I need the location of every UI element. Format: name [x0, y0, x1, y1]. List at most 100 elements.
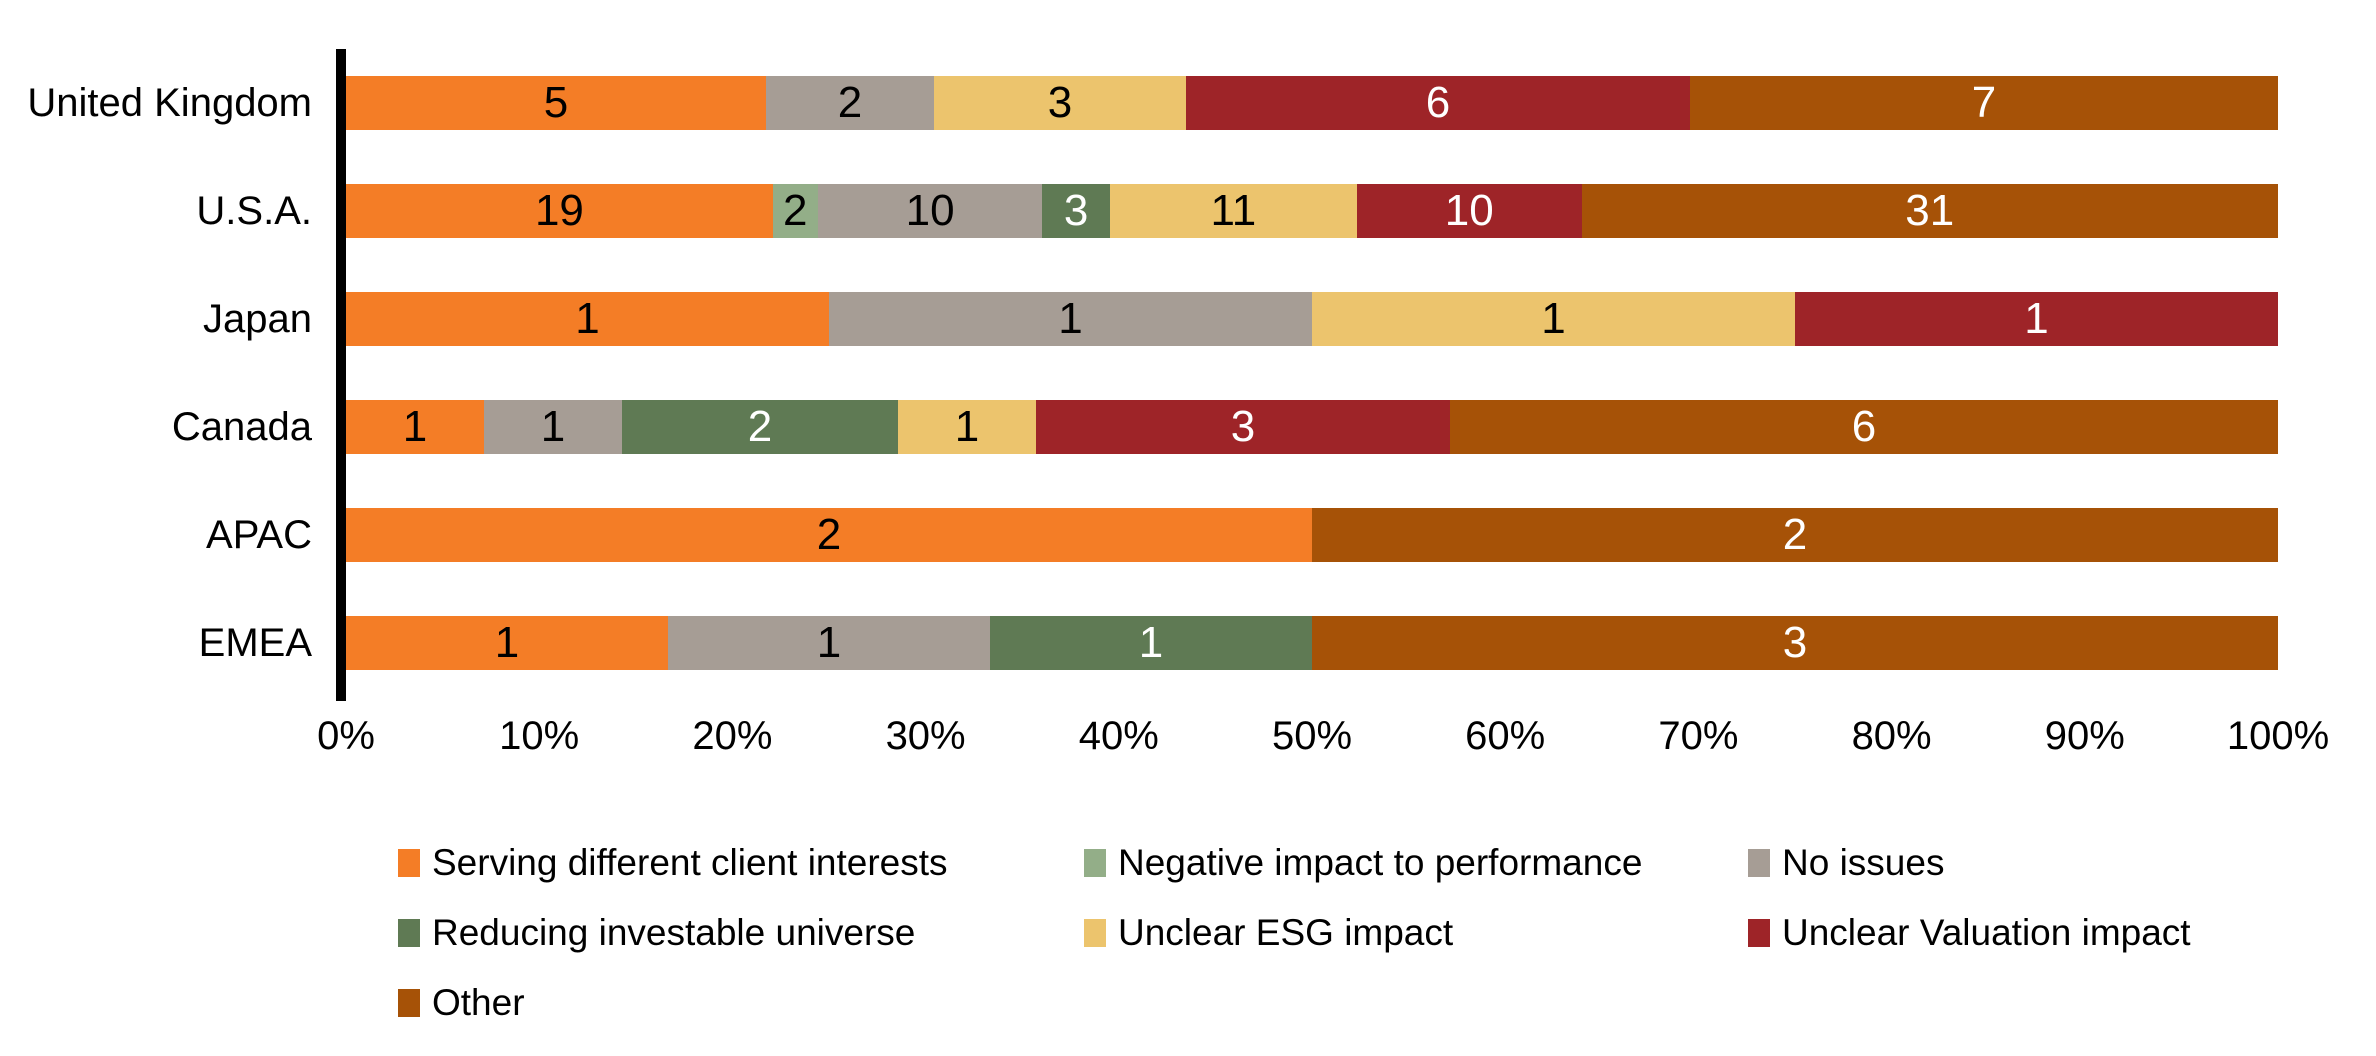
- segment-value-label: 19: [534, 186, 584, 235]
- category-label: APAC: [206, 513, 312, 557]
- category-label: United Kingdom: [27, 81, 312, 125]
- segment-value-label: 1: [954, 402, 980, 451]
- bar-segment: 1: [898, 400, 1036, 454]
- x-tick-label: 80%: [1851, 714, 1932, 758]
- bar-row: 1 1 1 1: [346, 292, 2278, 346]
- segment-value-label: 3: [1047, 78, 1073, 127]
- x-tick-label: 40%: [1078, 714, 1159, 758]
- legend-swatch-icon: [1084, 849, 1106, 877]
- bar-segment: 2: [622, 400, 898, 454]
- segment-value-label: 31: [1905, 186, 1955, 235]
- segment-value-label: 11: [1210, 186, 1257, 235]
- bar-segment: 2: [772, 184, 818, 238]
- legend-item: Unclear Valuation impact: [1748, 912, 2191, 954]
- bar-segment: 1: [829, 292, 1312, 346]
- legend-item: Other: [398, 982, 1084, 1024]
- x-tick-label: 10%: [499, 714, 580, 758]
- segment-value-label: 1: [540, 402, 566, 451]
- segment-value-label: 1: [2024, 294, 2049, 343]
- plot-area: 5 2 3 6 7 19 2 10 3 11 10 31 1 1 1 1 1 1 2 1 3 6 2 2 1 1 1 3: [346, 76, 2278, 701]
- category-label: Japan: [203, 297, 312, 341]
- segment-value-label: 6: [1851, 402, 1877, 451]
- bar-segment: 6: [1186, 76, 1690, 130]
- segment-value-label: 10: [1444, 186, 1494, 235]
- segment-value-label: 1: [816, 618, 842, 667]
- bar-segment: 11: [1109, 184, 1357, 238]
- bar-segment: 1: [346, 616, 668, 670]
- y-axis-line: [336, 49, 346, 701]
- legend-item: Reducing investable universe: [398, 912, 1084, 954]
- bar-row: 5 2 3 6 7: [346, 76, 2278, 130]
- segment-value-label: 1: [1058, 294, 1083, 343]
- x-tick-label: 60%: [1465, 714, 1546, 758]
- segment-value-label: 1: [575, 294, 600, 343]
- x-tick-label: 50%: [1271, 714, 1353, 758]
- bar-segment: 2: [346, 508, 1312, 562]
- legend-swatch-icon: [1748, 849, 1770, 877]
- segment-value-label: 3: [1230, 402, 1256, 451]
- bar-segment: 3: [1311, 616, 2278, 670]
- x-tick-label: 70%: [1658, 714, 1739, 758]
- legend-item: Negative impact to performance: [1084, 842, 1748, 884]
- bar-row: 1 1 1 3: [346, 616, 2278, 670]
- segment-value-label: 2: [747, 402, 773, 451]
- legend-swatch-icon: [398, 989, 420, 1017]
- segment-value-label: 5: [543, 78, 569, 127]
- bar-segment: 1: [667, 616, 990, 670]
- legend-item: Unclear ESG impact: [1084, 912, 1748, 954]
- category-label: Canada: [171, 405, 312, 449]
- category-label: EMEA: [198, 621, 312, 665]
- legend-swatch-icon: [1084, 919, 1106, 947]
- legend-item-label: Unclear ESG impact: [1118, 912, 1454, 953]
- segment-value-label: 2: [837, 78, 863, 127]
- x-axis: 0% 10% 20% 30% 40% 50% 60% 70% 80% 90% 100%: [0, 714, 2376, 764]
- segment-value-label: 2: [1782, 510, 1808, 559]
- legend-item-label: Serving different client interests: [432, 842, 948, 883]
- segment-value-label: 3: [1782, 618, 1808, 667]
- x-tick-label: 100%: [2226, 714, 2330, 758]
- bar-segment: 3: [1036, 400, 1450, 454]
- bar-segment: 10: [817, 184, 1043, 238]
- bar-segment: 1: [1795, 292, 2278, 346]
- segment-value-label: 2: [783, 186, 808, 235]
- bar-row: 19 2 10 3 11 10 31: [346, 184, 2278, 238]
- bar-segment: 1: [989, 616, 1312, 670]
- legend-swatch-icon: [1748, 919, 1770, 947]
- legend-item: Serving different client interests: [398, 842, 1084, 884]
- legend-item-label: Unclear Valuation impact: [1782, 912, 2191, 953]
- segment-value-label: 3: [1063, 186, 1089, 235]
- bar-segment: 3: [934, 76, 1186, 130]
- bar-segment: 6: [1450, 400, 2278, 454]
- bar-segment: 3: [1042, 184, 1110, 238]
- segment-value-label: 2: [816, 510, 842, 559]
- legend-item-label: Reducing investable universe: [432, 912, 916, 953]
- x-tick-label: 20%: [692, 714, 773, 758]
- segment-value-label: 1: [494, 618, 520, 667]
- segment-value-label: 1: [1138, 618, 1164, 667]
- legend-item-label: Other: [432, 982, 525, 1023]
- x-tick-label: 0%: [317, 714, 375, 758]
- segment-value-label: 7: [1971, 78, 1997, 127]
- bar-segment: 19: [346, 184, 773, 238]
- bar-segment: 1: [346, 292, 829, 346]
- legend-swatch-icon: [398, 919, 420, 947]
- legend-swatch-icon: [398, 849, 420, 877]
- bar-segment: 2: [766, 76, 934, 130]
- category-label: U.S.A.: [196, 189, 312, 233]
- legend-item: No issues: [1748, 842, 2191, 884]
- bar-segment: 2: [1312, 508, 2278, 562]
- bar-segment: 10: [1356, 184, 1582, 238]
- legend-item-label: No issues: [1782, 842, 1945, 883]
- bar-segment: 1: [346, 400, 484, 454]
- bar-segment: 5: [346, 76, 766, 130]
- bar-segment: 31: [1581, 184, 2278, 238]
- bar-row: 1 1 2 1 3 6: [346, 400, 2278, 454]
- bar-segment: 1: [484, 400, 622, 454]
- segment-value-label: 1: [402, 402, 428, 451]
- legend: Serving different client interests Negati…: [398, 842, 2191, 1052]
- legend-item-label: Negative impact to performance: [1118, 842, 1643, 883]
- bar-segment: 1: [1312, 292, 1795, 346]
- bar-segment: 7: [1690, 76, 2278, 130]
